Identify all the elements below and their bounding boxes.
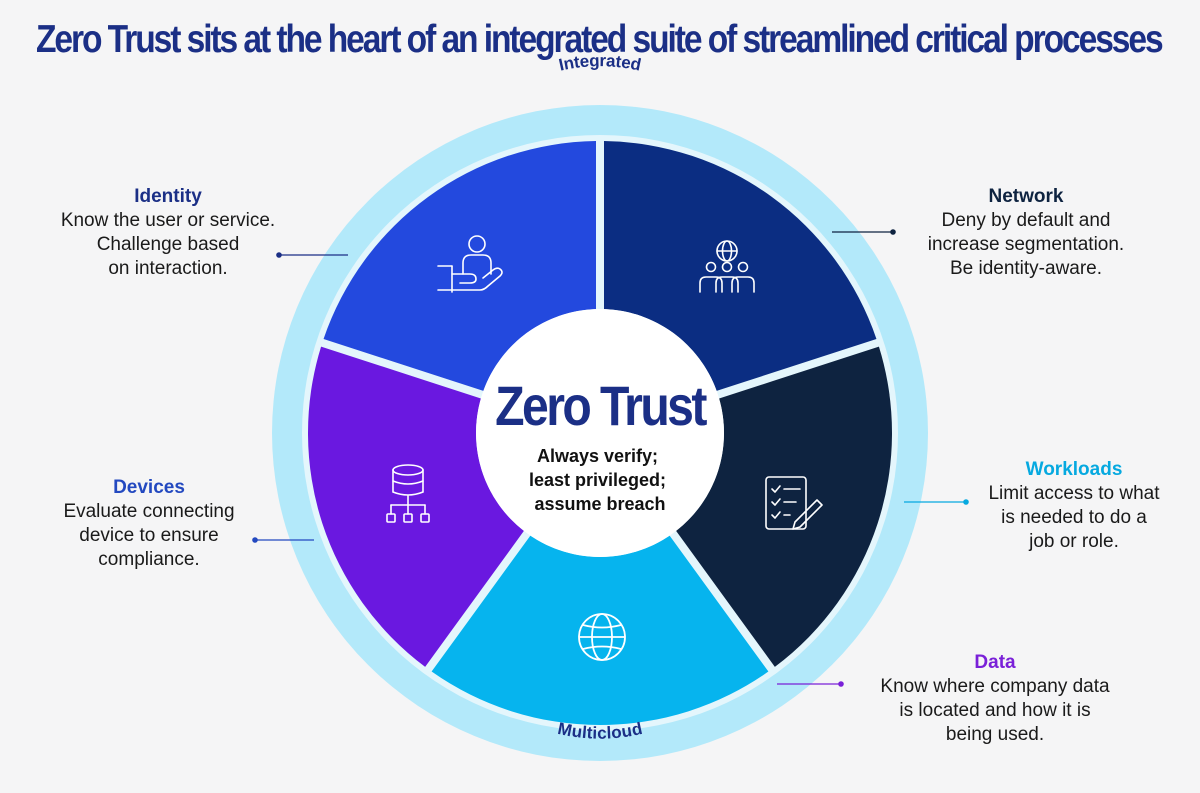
connector-network — [832, 229, 896, 235]
connector-devices — [252, 537, 314, 543]
connector-data — [777, 681, 844, 687]
center-title: Zero Trust — [495, 376, 707, 438]
callout-data-text: Know where company data is located and h… — [880, 676, 1110, 745]
segment-network — [676, 346, 892, 667]
segment-workloads — [431, 535, 769, 725]
callout-workloads: Workloads Limit access to what is needed… — [962, 458, 1186, 554]
center-circle — [476, 309, 724, 557]
callout-network-heading: Network — [988, 186, 1064, 207]
callout-data-heading: Data — [974, 652, 1016, 673]
center-subtitle-line-2: least privileged; — [529, 470, 666, 490]
center-subtitle-line-3: assume breach — [534, 494, 665, 514]
connector-workloads — [904, 499, 969, 505]
connector-identity — [276, 252, 348, 258]
ring-top-label: Integrated — [557, 51, 643, 75]
callout-devices-text: Evaluate connecting device to ensure com… — [63, 501, 235, 570]
database-network-icon — [386, 464, 430, 523]
segment-data — [308, 346, 524, 667]
page-title: Zero Trust sits at the heart of an integ… — [36, 18, 1164, 61]
segment-devices — [323, 141, 597, 391]
user-hand-icon — [437, 235, 503, 293]
callout-identity: Identity Know the user or service. Chall… — [30, 185, 306, 281]
callout-data: Data Know where company data is located … — [852, 651, 1138, 747]
center-subtitle: Always verify; least privileged; assume … — [529, 446, 671, 514]
callout-workloads-heading: Workloads — [1025, 459, 1123, 480]
segment-identity — [603, 141, 877, 391]
globe-icon — [578, 613, 626, 661]
callout-devices-heading: Devices — [113, 477, 185, 498]
callout-workloads-text: Limit access to what is needed to do a j… — [988, 483, 1160, 552]
callout-network: Network Deny by default and increase seg… — [900, 185, 1152, 281]
callout-identity-heading: Identity — [134, 186, 202, 207]
center-subtitle-line-1: Always verify; — [537, 446, 658, 466]
callout-network-text: Deny by default and increase segmentatio… — [927, 210, 1125, 279]
globe-people-icon — [699, 240, 755, 293]
callout-devices: Devices Evaluate connecting device to en… — [40, 476, 258, 572]
ring-bottom-label: Multicloud — [556, 719, 644, 743]
callout-identity-text: Know the user or service. Challenge base… — [60, 210, 276, 279]
checklist-pencil-icon — [765, 476, 823, 530]
segments — [308, 141, 892, 725]
